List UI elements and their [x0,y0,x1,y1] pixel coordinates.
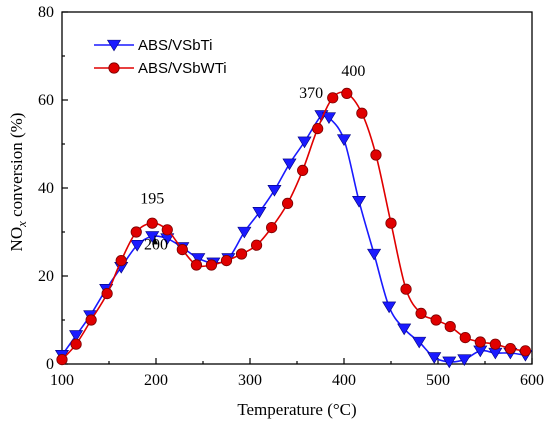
data-point [504,342,516,355]
data-point [489,338,501,350]
series-line [61,112,526,363]
annotation-label: 200 [144,237,168,254]
x-tick-label: 600 [520,372,544,389]
data-point [427,352,442,364]
legend-label: ABS/VSbWTi [138,60,227,77]
data-point [146,217,158,229]
axes-ticks: 100 200 300 400 500 600 0 20 40 60 80 [38,4,544,389]
x-tick-label: 300 [238,372,262,389]
data-point [191,253,206,265]
data-point [190,259,203,271]
data-point [267,185,282,197]
data-point [250,239,263,251]
x-tick-label: 200 [144,372,168,389]
x-axis-title: Temperature (°C) [237,400,356,419]
data-point [101,287,113,300]
annotation-label: 370 [299,85,323,102]
data-point [474,336,486,348]
data-point [370,149,382,161]
data-point [70,338,82,350]
legend-entry-2: ABS/VSbWTi [94,60,227,77]
data-point [367,248,382,261]
data-point [459,331,471,344]
legend-marker [106,39,122,52]
data-point [176,244,188,256]
data-point [327,92,339,104]
data-point [56,353,68,366]
data-point [297,136,312,149]
data-point [352,196,367,208]
data-point [321,112,336,125]
y-axis-title: NOx conversion (%) [7,113,29,252]
data-point [220,255,233,267]
data-point [282,158,297,171]
legend-entry-1: ABS/VSbTi [94,37,212,54]
data-point [356,107,368,119]
series-line [61,91,526,361]
data-point [382,301,397,314]
data-point [444,320,456,333]
y-tick-label: 80 [38,4,54,21]
annotation-label: 400 [341,63,365,80]
annotation-arrow-head [152,237,158,245]
x-tick-label: 100 [50,372,74,389]
x-tick-label: 500 [426,372,450,389]
data-point [397,323,412,336]
data-point [336,134,352,147]
x-tick-label: 400 [332,372,356,389]
data-point [69,330,84,342]
data-point [115,255,127,267]
data-point [235,248,248,260]
data-series [54,87,533,369]
legend: ABS/VSbTi ABS/VSbWTi [94,37,227,77]
y-tick-label: 60 [38,92,54,109]
data-point [130,226,142,238]
data-point [266,222,278,234]
data-point [130,240,145,252]
y-tick-label: 0 [46,356,54,373]
y-tick-label: 40 [38,180,54,197]
data-point [161,224,173,236]
annotations: 195 200 370 400 [140,63,365,254]
data-point [312,123,324,135]
data-point [341,87,353,100]
data-point [457,354,472,367]
data-point [237,226,252,239]
annotation-label: 195 [140,190,164,207]
data-point [400,283,412,295]
plot-area [61,11,533,365]
series-2 [56,87,532,366]
data-point [297,164,309,176]
data-point [442,356,457,369]
legend-marker [108,62,120,74]
data-point [205,259,218,271]
series-1 [54,110,533,369]
data-point [412,336,427,349]
data-point [415,307,427,319]
data-point [281,197,294,209]
legend-label: ABS/VSbTi [138,37,212,54]
data-point [85,314,97,326]
data-point [430,314,442,326]
data-point [519,345,532,357]
plot-frame [61,11,533,365]
data-point [385,217,397,229]
data-point [252,207,267,219]
y-tick-label: 20 [38,268,54,285]
